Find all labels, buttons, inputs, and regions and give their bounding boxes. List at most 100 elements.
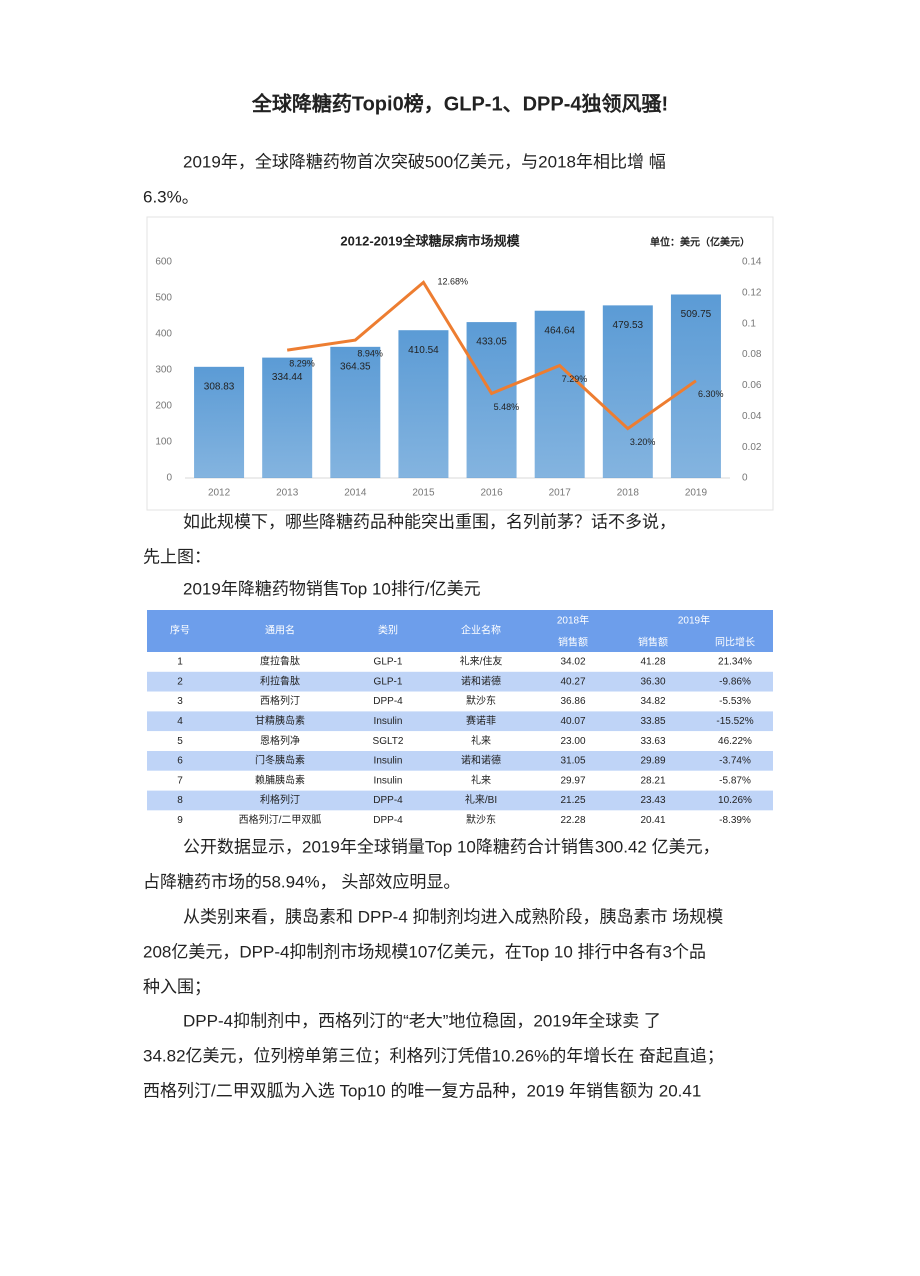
table-cell: DPP-4 xyxy=(373,815,403,826)
table-subheader: 同比增长 xyxy=(715,636,755,649)
line-value-label: 12.68% xyxy=(437,277,468,287)
bar xyxy=(398,330,449,478)
table-cell: 赛诺菲 xyxy=(466,714,496,727)
y2-tick-label: 0.04 xyxy=(742,411,762,422)
x-tick-label: 2017 xyxy=(549,488,572,499)
paragraph-line: 6.3%。 xyxy=(143,187,199,206)
y2-tick-label: 0.02 xyxy=(742,442,762,453)
bar-value-label: 364.35 xyxy=(340,361,371,372)
table-cell: 9 xyxy=(177,815,183,826)
table-cell: 甘精胰岛素 xyxy=(255,714,305,727)
paragraph-line: 种入围； xyxy=(143,977,211,996)
table-cell: 5 xyxy=(177,736,183,747)
x-tick-label: 2014 xyxy=(344,488,367,499)
table-cell: 4 xyxy=(177,716,183,727)
table-row-bg xyxy=(147,770,773,791)
doc-title: 全球降糖药Topi0榜，GLP-1、DPP-4独领风骚! xyxy=(251,91,668,115)
table-cell: -8.39% xyxy=(719,815,751,826)
table-cell: 礼来/住友 xyxy=(460,655,503,668)
bar-value-label: 479.53 xyxy=(613,320,644,331)
bar-value-label: 410.54 xyxy=(408,345,439,356)
x-tick-label: 2013 xyxy=(276,488,299,499)
table-cell: 诺和诺德 xyxy=(461,674,501,687)
y-tick-label: 0 xyxy=(166,473,172,484)
table-cell: 8 xyxy=(177,795,183,806)
y-tick-label: 500 xyxy=(155,293,172,304)
table-cell: GLP-1 xyxy=(374,657,403,668)
bar xyxy=(262,357,313,478)
bar xyxy=(602,305,653,478)
x-tick-label: 2015 xyxy=(412,488,435,499)
line-value-label: 8.29% xyxy=(289,358,315,368)
table-cell: 3 xyxy=(177,696,183,707)
table-cell: 2 xyxy=(177,676,183,687)
chart-title: 2012-2019全球糖尿病市场规模 xyxy=(340,233,520,248)
table-header: 序号 xyxy=(170,624,190,637)
table-row-bg xyxy=(147,751,773,771)
line xyxy=(286,280,697,431)
paragraph-line: 先上图： xyxy=(143,547,211,566)
bar-value-label: 334.44 xyxy=(272,372,303,383)
table-cell: GLP-1 xyxy=(374,676,403,687)
table-cell: 23.00 xyxy=(560,736,585,747)
table-cell: 10.26% xyxy=(718,795,752,806)
table-cell: 6 xyxy=(177,756,183,767)
table-cell: 7 xyxy=(177,775,183,786)
table-cell: 31.05 xyxy=(560,756,585,767)
table-row-bg xyxy=(147,731,773,751)
table-cell: 诺和诺德 xyxy=(461,754,501,767)
table-cell: 33.63 xyxy=(640,736,665,747)
table-cell: 41.28 xyxy=(640,657,665,668)
paragraph-line: 如此规模下，哪些降糖药品种能突出重围，名列前茅？话不多说， xyxy=(183,512,676,531)
line-value-label: 8.94% xyxy=(357,348,383,358)
table-cell: 36.30 xyxy=(640,676,665,687)
bar-value-label: 433.05 xyxy=(476,337,507,348)
table-cell: -5.53% xyxy=(719,696,751,707)
table-cell: 礼来 xyxy=(471,773,491,786)
table-cell: 礼来/BI xyxy=(465,793,497,806)
y2-tick-label: 0 xyxy=(742,473,748,484)
table-header: 企业名称 xyxy=(461,624,501,637)
y2-tick-label: 0.06 xyxy=(742,380,762,391)
table-cell: -5.87% xyxy=(719,775,751,786)
table-cell: 默沙东 xyxy=(466,694,496,707)
paragraph-line: 2019年，全球降糖药物首次突破500亿美元，与2018年相比增 幅 xyxy=(183,152,666,171)
table-cell: 34.82 xyxy=(640,696,665,707)
table-cell: 利格列汀 xyxy=(260,793,300,806)
y-tick-label: 600 xyxy=(155,257,172,268)
paragraph-line: 34.82亿美元，位列榜单第三位；利格列汀凭借10.26%的年增长在 奋起直追； xyxy=(143,1046,724,1065)
x-tick-label: 2019 xyxy=(685,488,708,499)
table-cell: Insulin xyxy=(374,716,403,727)
table-cell: 21.34% xyxy=(718,657,752,668)
table-cell: 29.97 xyxy=(560,775,585,786)
paragraph-line: 208亿美元，DPP-4抑制剂市场规模107亿美元，在Top 10 排行中各有3… xyxy=(143,942,706,961)
table-row-bg xyxy=(147,711,773,732)
chart-frame xyxy=(146,216,774,511)
paragraph-line: DPP-4抑制剂中，西格列汀的“老大”地位稳固，2019年全球卖 了 xyxy=(183,1011,661,1030)
y2-tick-label: 0.12 xyxy=(742,287,762,298)
table-cell: 28.21 xyxy=(640,775,665,786)
table-cell: DPP-4 xyxy=(373,795,403,806)
bar xyxy=(466,322,517,478)
bar xyxy=(534,310,585,478)
table-cell: 度拉鲁肽 xyxy=(260,655,300,668)
table-header: 2018年 xyxy=(557,614,589,627)
table-cell: 默沙东 xyxy=(466,813,496,826)
y2-tick-label: 0.14 xyxy=(742,257,762,268)
line-value-label: 3.20% xyxy=(630,437,656,447)
table-header: 通用名 xyxy=(265,624,295,637)
table-cell: 21.25 xyxy=(560,795,585,806)
line-value-label: 5.48% xyxy=(494,402,520,412)
y-tick-label: 400 xyxy=(155,329,172,340)
bar xyxy=(330,346,381,478)
table-row-bg xyxy=(147,652,773,672)
table-cell: 36.86 xyxy=(560,696,585,707)
paragraph-line: 公开数据显示，2019年全球销量Top 10降糖药合计销售300.42 亿美元， xyxy=(183,837,720,856)
table-cell: -9.86% xyxy=(719,676,751,687)
table-cell: 40.07 xyxy=(560,716,585,727)
table-subheader: 销售额 xyxy=(638,636,668,649)
table-subheader: 销售额 xyxy=(558,636,588,649)
y-tick-label: 200 xyxy=(155,401,172,412)
bar-value-label: 464.64 xyxy=(544,325,575,336)
